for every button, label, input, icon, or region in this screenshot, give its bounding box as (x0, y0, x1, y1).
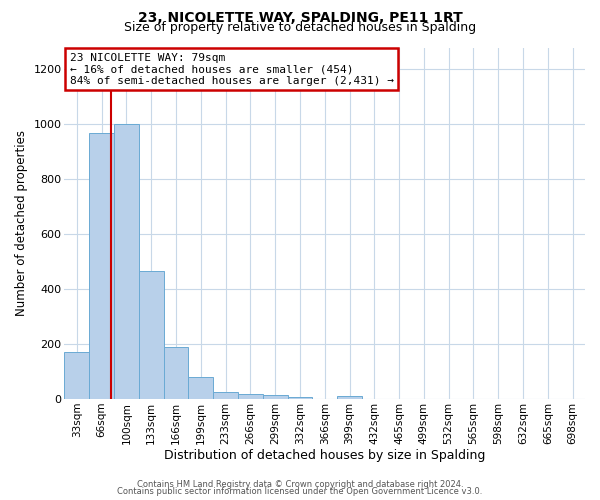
Bar (139, 272, 164, 399)
Text: Size of property relative to detached houses in Spalding: Size of property relative to detached ho… (124, 21, 476, 34)
Bar (114, 124, 139, 399)
Bar (64, 352, 89, 399)
Bar (89, 132, 114, 399)
Bar (213, 392, 238, 399)
Text: 23, NICOLETTE WAY, SPALDING, PE11 1RT: 23, NICOLETTE WAY, SPALDING, PE11 1RT (137, 11, 463, 25)
Bar (164, 347, 188, 399)
Bar (287, 397, 313, 399)
Bar (188, 377, 213, 399)
Bar (263, 395, 287, 399)
Text: 23 NICOLETTE WAY: 79sqm
← 16% of detached houses are smaller (454)
84% of semi-d: 23 NICOLETTE WAY: 79sqm ← 16% of detache… (70, 53, 394, 86)
X-axis label: Distribution of detached houses by size in Spalding: Distribution of detached houses by size … (164, 450, 485, 462)
Text: Contains public sector information licensed under the Open Government Licence v3: Contains public sector information licen… (118, 487, 482, 496)
Bar (337, 396, 362, 399)
Text: Contains HM Land Registry data © Crown copyright and database right 2024.: Contains HM Land Registry data © Crown c… (137, 480, 463, 489)
Y-axis label: Number of detached properties: Number of detached properties (15, 130, 28, 316)
Bar (238, 394, 263, 399)
